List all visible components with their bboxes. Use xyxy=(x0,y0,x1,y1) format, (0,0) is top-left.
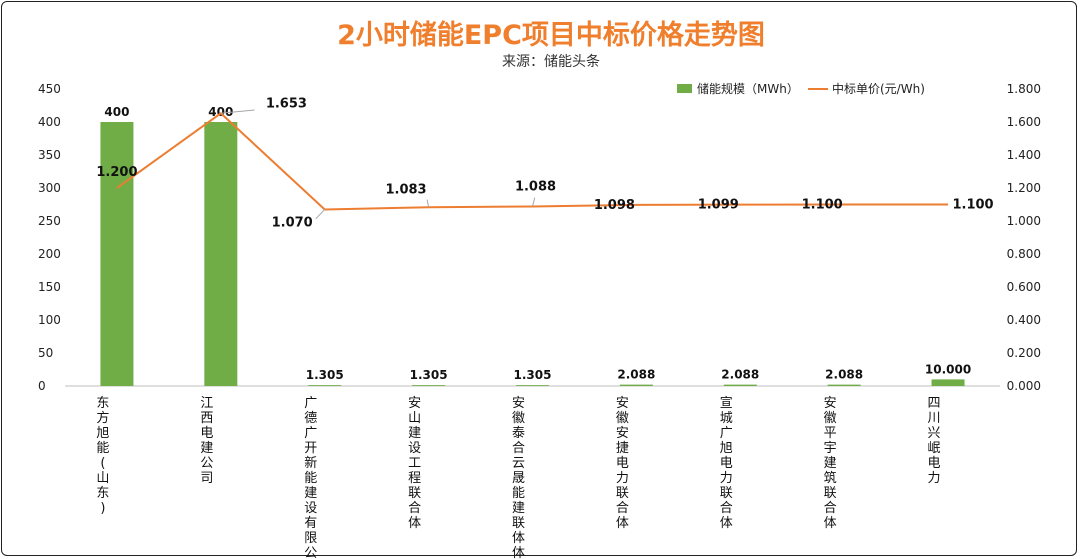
bar xyxy=(308,385,342,386)
bar xyxy=(931,379,965,386)
right-tick-label: 0.400 xyxy=(1007,313,1041,327)
left-tick-label: 200 xyxy=(38,247,61,261)
line-data-label: 1.100 xyxy=(802,198,843,213)
left-tick-label: 50 xyxy=(38,346,53,360)
legend-swatch-bar xyxy=(677,84,692,93)
category-label: 安徽安捷电力联合体 xyxy=(616,396,629,531)
leader-line xyxy=(532,197,536,207)
bar-data-label: 2.088 xyxy=(617,368,655,382)
right-tick-label: 1.800 xyxy=(1007,82,1041,96)
right-tick-label: 0.200 xyxy=(1007,346,1041,360)
bar xyxy=(723,384,757,386)
category-label: 东方旭能(山东) xyxy=(96,396,109,516)
category-label: 安徽泰合云晟能建联体体 xyxy=(512,396,525,559)
bar xyxy=(204,122,238,386)
price-line xyxy=(116,111,949,211)
bar-data-label: 1.305 xyxy=(410,368,448,382)
category-label: 广德广开新能建设有限公司 xyxy=(304,396,317,559)
right-tick-label: 1.000 xyxy=(1007,214,1041,228)
category-label: 安山建设工程联合体 xyxy=(408,396,421,531)
line-data-label: 1.100 xyxy=(952,198,993,213)
leader-line xyxy=(315,209,326,220)
bar xyxy=(827,384,861,386)
right-tick-label: 0.000 xyxy=(1007,379,1041,393)
right-tick-label: 0.600 xyxy=(1007,280,1041,294)
leader-line xyxy=(220,109,255,114)
bar-data-label: 10.000 xyxy=(925,362,971,376)
line-data-label: 1.099 xyxy=(698,198,739,213)
line-data-label: 1.070 xyxy=(272,215,313,230)
right-tick-label: 1.600 xyxy=(1007,115,1041,129)
line-data-labels: 1.200 1.653 1.070 1.083 1.088 1.098 1.099 1.100… xyxy=(96,96,993,230)
chart-title: 2小时储能EPC项目中标价格走势图 xyxy=(337,19,765,51)
bar xyxy=(100,122,134,386)
category-label: 江西电建公司 xyxy=(200,396,213,486)
bar-series xyxy=(100,122,965,386)
right-tick-label: 0.800 xyxy=(1007,247,1041,261)
left-tick-label: 100 xyxy=(38,313,61,327)
bar xyxy=(619,384,653,386)
line-series xyxy=(116,111,949,211)
bar-data-labels: 400 400 1.305 1.305 1.305 2.088 2.088 2.088 10.0… xyxy=(104,105,971,382)
bar xyxy=(516,385,549,386)
left-tick-label: 0 xyxy=(38,379,46,393)
legend-label-bar: 储能规模（MWh） xyxy=(697,81,799,96)
left-tick-label: 250 xyxy=(38,214,61,228)
bar-data-label: 2.088 xyxy=(721,368,759,382)
left-axis: 0 50 100 150 200 250 300 350 400 450 xyxy=(38,82,61,393)
bar-data-label: 1.305 xyxy=(306,368,344,382)
category-label: 四川兴岷电力 xyxy=(928,396,941,486)
left-tick-label: 350 xyxy=(38,148,61,162)
bar-data-label: 400 xyxy=(104,105,129,119)
bar-data-label: 400 xyxy=(208,105,233,119)
left-tick-label: 300 xyxy=(38,181,61,195)
x-axis-categories: 东方旭能(山东) 江西电建公司 广德广开新能建设有限公司 安山建设工程联合体 安徽泰合云… xyxy=(96,395,940,559)
right-tick-label: 1.400 xyxy=(1007,148,1041,162)
left-tick-label: 450 xyxy=(38,82,61,96)
leader-line xyxy=(426,199,430,208)
bar-data-label: 2.088 xyxy=(825,368,863,382)
line-data-label: 1.200 xyxy=(96,165,137,180)
left-tick-label: 150 xyxy=(38,280,61,294)
legend: 储能规模（MWh） 中标单价(元/Wh) xyxy=(677,81,925,96)
line-data-label: 1.653 xyxy=(266,96,307,111)
chart-subtitle: 来源：储能头条 xyxy=(502,53,600,70)
line-data-label: 1.098 xyxy=(594,198,635,213)
left-tick-label: 400 xyxy=(38,115,61,129)
line-data-label: 1.083 xyxy=(385,182,426,197)
bar xyxy=(412,385,446,386)
line-data-label: 1.088 xyxy=(515,179,556,194)
right-axis: 0.000 0.200 0.400 0.600 0.800 1.000 1.200 1.400… xyxy=(1007,82,1041,393)
category-label: 安徽平宇建筑联合体 xyxy=(824,396,837,531)
bar-data-label: 1.305 xyxy=(514,368,552,382)
right-tick-label: 1.200 xyxy=(1007,181,1041,195)
category-label: 宣城广旭电力联合体 xyxy=(720,395,733,531)
legend-label-line: 中标单价(元/Wh) xyxy=(832,81,925,96)
